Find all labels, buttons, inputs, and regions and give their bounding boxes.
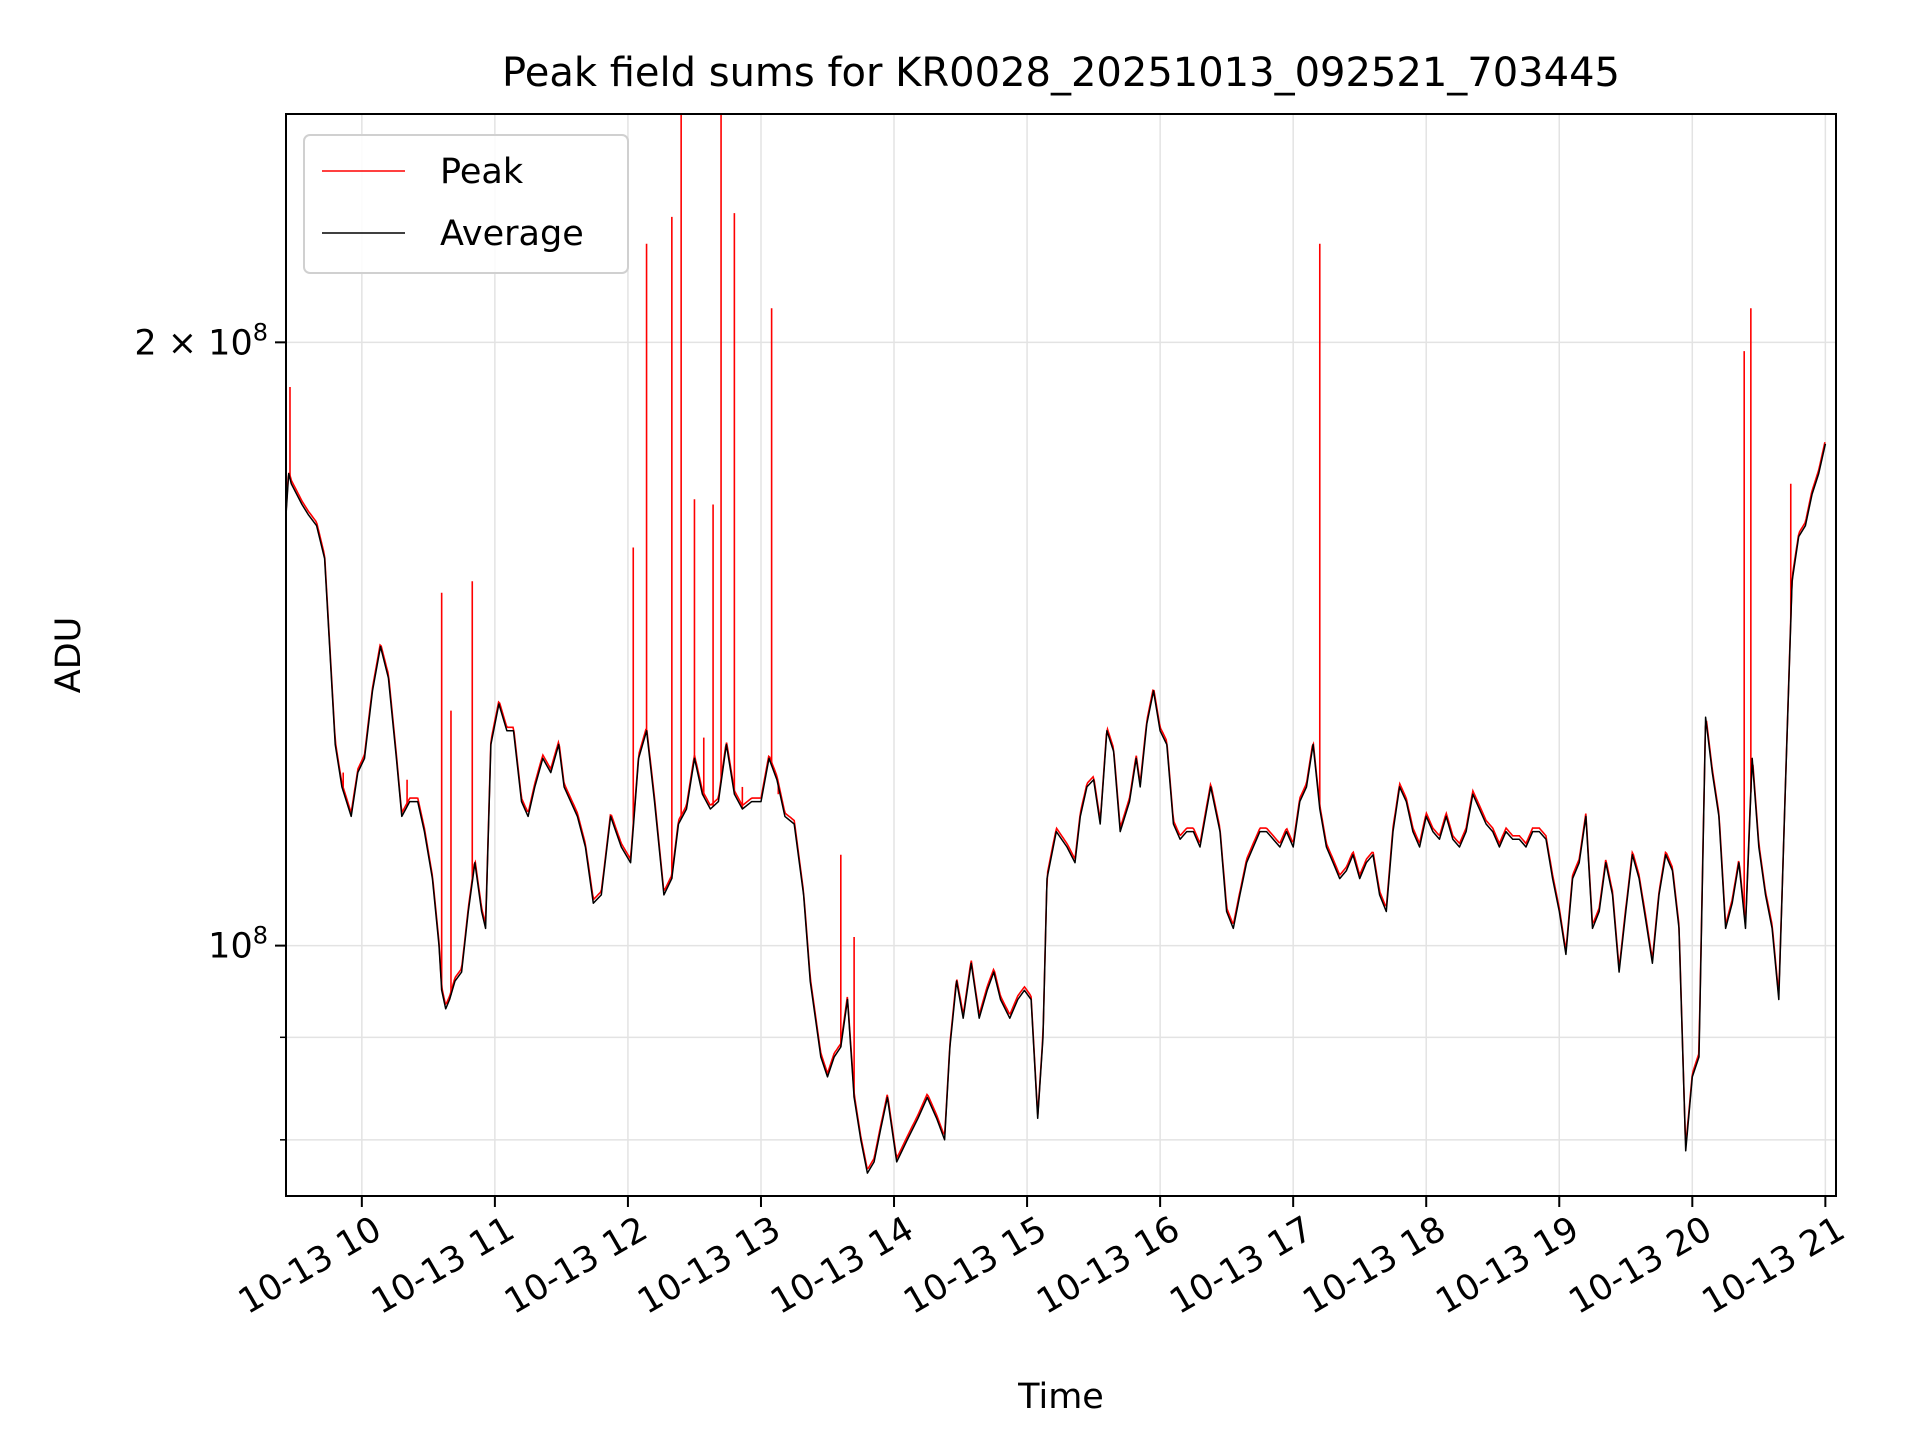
- average-line: [286, 443, 1827, 1174]
- legend-box: [303, 134, 629, 274]
- legend-average-label: Average: [440, 214, 584, 254]
- y-tick-label: 2 × 108: [134, 318, 268, 363]
- chart-title: Peak field sums for KR0028_20251013_0925…: [502, 50, 1620, 96]
- axes-frame: [285, 113, 1837, 1197]
- grid-lines: [286, 114, 1836, 1196]
- plot-area: [286, 114, 1827, 1174]
- x-axis-label: Time: [1017, 1377, 1104, 1417]
- y-axis-label: ADU: [49, 617, 89, 694]
- legend: Peak Average: [303, 134, 629, 274]
- legend-peak-label: Peak: [440, 152, 524, 192]
